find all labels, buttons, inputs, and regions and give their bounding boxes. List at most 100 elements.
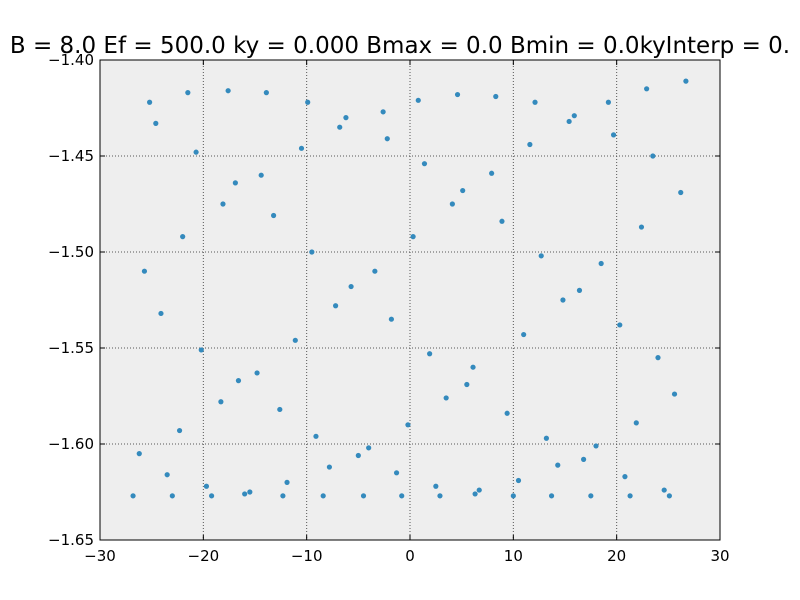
data-point [499,218,505,224]
x-tick-label: −30 [84,547,116,565]
data-point [437,493,443,499]
data-point [566,118,572,125]
data-point [254,370,260,376]
data-point [326,464,332,470]
data-point [532,99,538,105]
data-point [454,91,461,98]
data-point [617,322,623,328]
y-axis-tick-labels: −1.65 −1.60 −1.55 −1.50 −1.45 −1.40 [48,51,94,549]
data-point [284,479,290,485]
y-tick-label: −1.65 [48,531,94,549]
data-point [309,249,315,255]
y-tick-label: −1.50 [48,243,94,261]
data-point [337,124,343,130]
data-point [271,212,277,219]
data-point [593,443,599,449]
y-tick-label: −1.60 [48,435,94,453]
data-point [203,483,210,489]
data-point [360,493,367,499]
data-point [384,136,390,142]
data-point [683,78,689,84]
data-point [638,224,645,230]
data-point [399,493,405,499]
data-point [510,493,516,499]
data-point [242,491,248,497]
data-point [220,201,226,207]
data-point [313,433,319,439]
data-point [476,487,482,493]
x-tick-label: 20 [607,547,626,565]
data-point [298,145,305,151]
data-point [655,355,661,361]
data-point [232,180,238,186]
axis-ticks [99,59,721,541]
x-tick-label: 30 [710,547,729,565]
data-point [421,161,428,167]
data-point [320,493,326,499]
data-point [464,381,470,388]
data-point [427,351,433,357]
x-axis-tick-labels: −30 −20 −10 0 10 20 30 [84,547,729,565]
data-point [280,493,286,499]
data-point [405,422,411,428]
data-point [158,310,164,317]
data-point [543,435,550,441]
data-point [235,378,242,384]
data-point [627,493,633,499]
data-point [504,410,510,416]
data-point [548,493,555,499]
data-point [605,99,612,105]
data-point [671,391,678,397]
data-point [472,491,478,497]
data-point [433,483,439,489]
data-point [576,287,583,293]
data-point [571,113,577,119]
x-tick-label: 0 [405,547,415,565]
data-point [515,477,522,484]
data-point [460,187,466,194]
data-point [410,234,416,240]
data-point [348,283,354,290]
data-point [527,141,533,148]
data-point [343,115,349,121]
data-point [449,201,455,207]
data-point [610,132,617,138]
y-tick-label: −1.40 [48,51,94,69]
data-point [633,420,639,426]
data-point [180,234,186,240]
data-point [661,487,667,493]
grid-lines [100,60,720,540]
data-point [598,260,604,267]
data-point [380,109,386,115]
data-point [147,99,153,105]
data-point [588,493,594,499]
data-point [164,472,170,478]
data-point [555,462,561,468]
x-tick-label: −20 [188,547,220,565]
data-point [366,445,372,451]
data-point [136,451,142,457]
data-point [292,337,298,343]
data-point [176,427,183,434]
data-point [678,189,684,196]
data-point [185,90,191,96]
x-tick-label: −10 [291,547,323,565]
data-point [415,97,421,103]
data-point [393,470,400,476]
data-point [141,268,148,274]
data-point [258,172,264,178]
data-point [489,170,495,176]
data-points [130,78,689,499]
data-point [493,93,499,100]
y-tick-label: −1.45 [48,147,94,165]
data-point [247,489,253,495]
data-point [169,493,175,499]
data-point [470,364,476,370]
x-tick-label: 10 [504,547,523,565]
data-point [333,303,339,309]
data-point [372,268,378,274]
data-point [305,99,311,105]
data-point [209,493,215,499]
data-point [198,347,204,353]
data-point [355,452,361,459]
